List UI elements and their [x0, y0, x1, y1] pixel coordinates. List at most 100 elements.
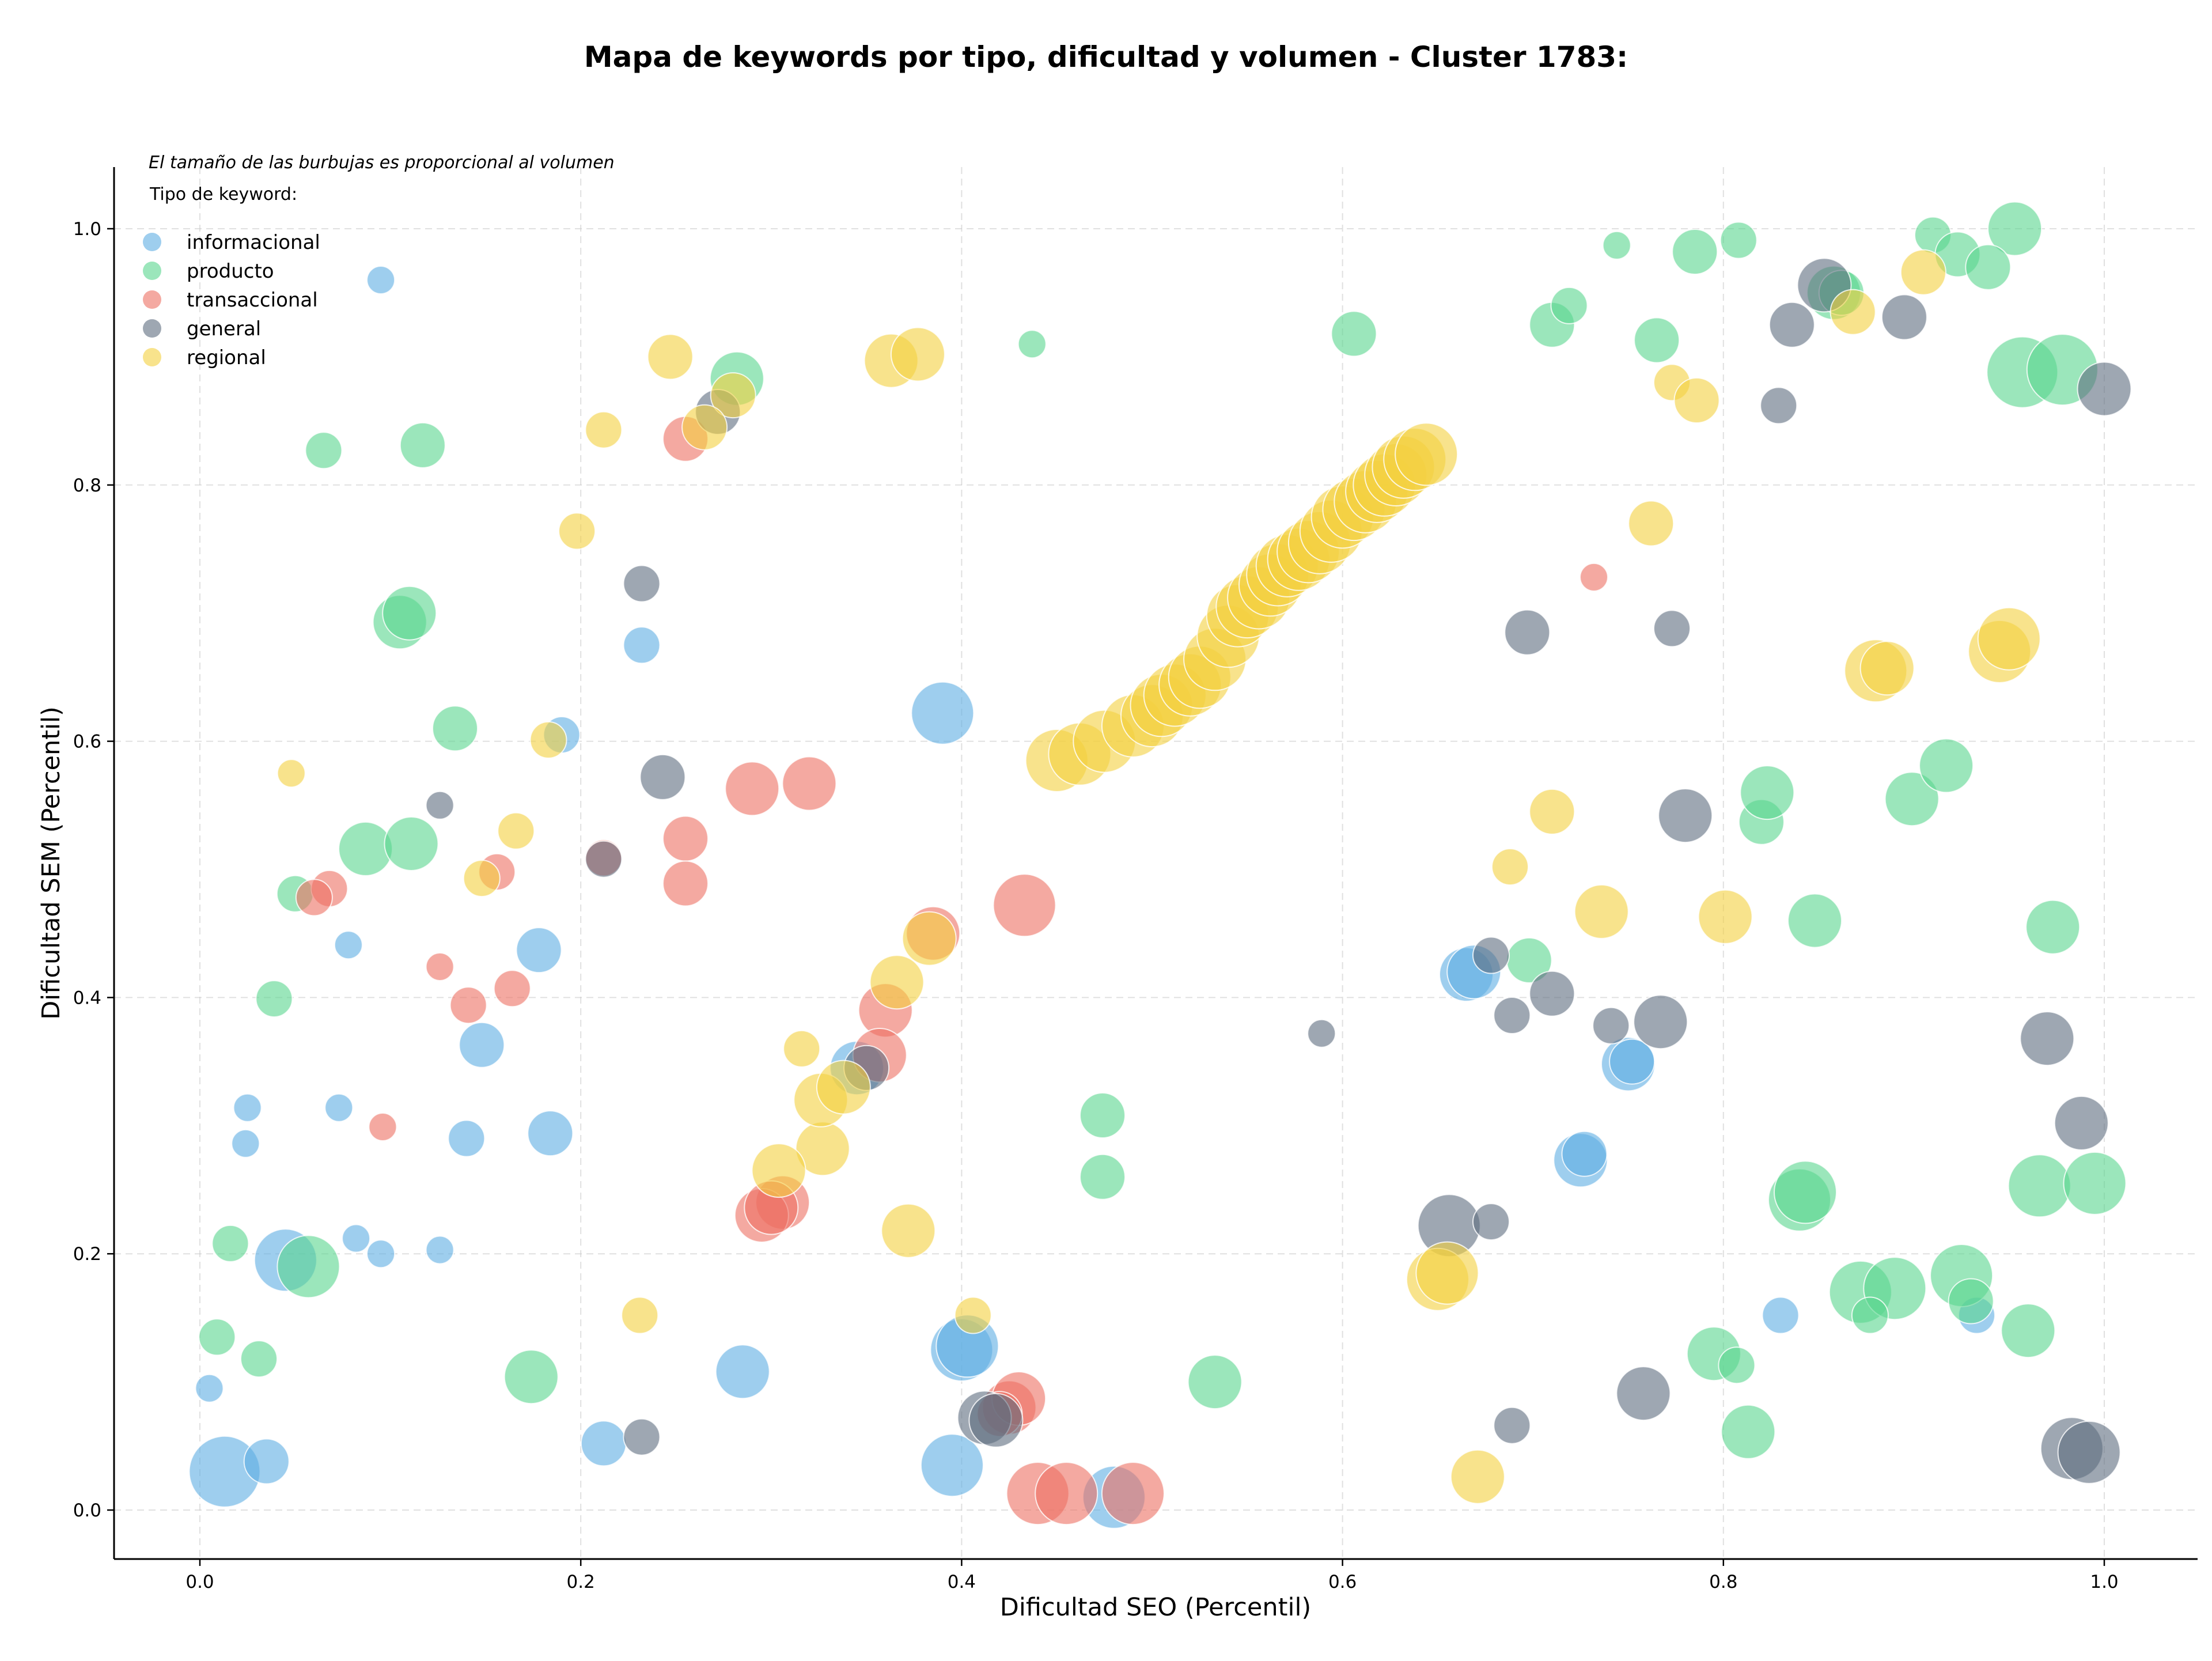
bubble-informacional — [233, 1093, 262, 1122]
y-tick-label: 0.0 — [73, 1500, 101, 1521]
bubble-informacional — [366, 266, 396, 294]
bubble-producto — [1919, 738, 1974, 793]
bubble-producto — [1331, 311, 1377, 357]
bubble-regional — [816, 1060, 871, 1115]
legend-marker-producto — [143, 262, 161, 280]
bubble-general — [1881, 294, 1927, 340]
bubble-transaccional — [725, 761, 780, 816]
bubble-regional — [647, 334, 694, 380]
bubble-regional — [902, 911, 957, 966]
bubble-producto — [399, 422, 446, 468]
bubble-informacional — [334, 930, 363, 960]
bubble-transaccional — [993, 873, 1056, 937]
bubble-regional — [1574, 884, 1629, 939]
bubble-informacional — [448, 1119, 486, 1157]
bubble-informacional — [366, 1239, 396, 1269]
y-tick-label: 0.2 — [73, 1244, 101, 1265]
bubble-producto — [240, 1340, 278, 1378]
bubble-informacional — [1762, 1296, 1800, 1334]
bubble-regional — [1450, 1449, 1505, 1504]
legend-label-informacional: informacional — [187, 231, 320, 254]
bubble-informacional — [231, 1129, 260, 1158]
bubble-regional — [497, 812, 535, 850]
bubble-producto — [1602, 230, 1631, 260]
bubble-producto — [1721, 1404, 1776, 1459]
bubble-general — [1307, 1019, 1336, 1048]
bubble-regional — [621, 1296, 659, 1334]
bubble-producto — [1740, 765, 1795, 820]
x-tick-label: 0.4 — [948, 1572, 976, 1592]
x-axis-ticks: 0.0 0.2 0.4 0.6 0.8 1.0 — [185, 1559, 2119, 1592]
bubble-general — [1658, 788, 1713, 843]
bubble-general — [1760, 387, 1798, 425]
bubble-regional — [710, 372, 756, 419]
bubble-general — [1653, 610, 1691, 648]
legend-label-transaccional: transaccional — [187, 289, 318, 312]
bubble-regional — [1830, 289, 1876, 335]
bubble-general — [1504, 609, 1551, 656]
bubble-regional — [1900, 249, 1946, 296]
bubble-regional — [463, 860, 501, 898]
bubble-general — [2057, 1420, 2121, 1484]
bubble-producto — [338, 821, 393, 876]
bubble-informacional — [580, 1420, 627, 1467]
bubble-general — [968, 1393, 1024, 1448]
legend-title: Tipo de keyword: — [149, 184, 297, 205]
bubble-general — [2077, 361, 2132, 417]
bubble-regional — [751, 1143, 806, 1198]
bubble-informacional — [1561, 1130, 1608, 1177]
bubble-producto — [1851, 1296, 1889, 1334]
bubble-general — [1616, 1366, 1671, 1421]
bubble-producto — [1718, 1346, 1756, 1384]
bubble-transaccional — [662, 815, 709, 862]
legend-label-regional: regional — [187, 346, 266, 369]
bubble-general — [1768, 301, 1815, 348]
bubble-producto — [198, 1318, 236, 1356]
bubble-producto — [1787, 893, 1842, 948]
bubble-producto — [1719, 221, 1758, 259]
bubble-producto — [1774, 1160, 1837, 1224]
bubble-transaccional — [425, 952, 454, 981]
bubble-informacional — [324, 1093, 354, 1122]
bubble-producto — [1884, 771, 1940, 827]
bubble-regional — [558, 512, 596, 550]
bubble-producto — [1080, 1092, 1126, 1138]
bubble-informacional — [195, 1374, 224, 1403]
bubble-general — [1493, 1406, 1531, 1444]
bubble-producto — [1948, 1278, 1994, 1325]
bubble-transaccional — [493, 970, 531, 1008]
bubble-producto — [1080, 1153, 1126, 1200]
bubble-general — [623, 1418, 661, 1456]
y-axis-label: Dificultad SEM (Percentil) — [37, 706, 66, 1020]
legend-marker-transaccional — [143, 290, 161, 309]
bubble-regional — [1628, 500, 1675, 547]
bubble-producto — [1672, 229, 1718, 275]
bubble-general — [639, 754, 686, 800]
bubble-general — [585, 840, 623, 878]
bubble-informacional — [342, 1224, 371, 1253]
x-tick-label: 0.8 — [1709, 1572, 1737, 1592]
bubble-general — [2020, 1011, 2075, 1066]
bubble-informacional — [516, 927, 562, 974]
bubble-regional — [1415, 1241, 1479, 1305]
bubble-transaccional — [1101, 1462, 1165, 1526]
bubble-producto — [1634, 317, 1680, 364]
bubble-regional — [529, 721, 567, 759]
bubble-producto — [503, 1349, 559, 1405]
bubble-regional — [890, 327, 945, 382]
bubble-regional — [1673, 377, 1720, 423]
bubble-producto — [382, 585, 437, 641]
bubble-regional — [1491, 848, 1529, 886]
bubble-producto — [1550, 286, 1588, 324]
bubble-transaccional — [662, 860, 709, 907]
bubble-transaccional — [782, 756, 837, 811]
bubble-informacional — [911, 681, 975, 745]
bubble-general — [1472, 936, 1510, 974]
bubble-informacional — [1609, 1038, 1656, 1085]
bubble-regional — [585, 411, 623, 449]
bubble-general — [1633, 994, 1688, 1050]
bubble-producto — [2025, 899, 2081, 955]
legend-marker-informacional — [143, 233, 161, 251]
bubble-producto — [432, 705, 478, 752]
